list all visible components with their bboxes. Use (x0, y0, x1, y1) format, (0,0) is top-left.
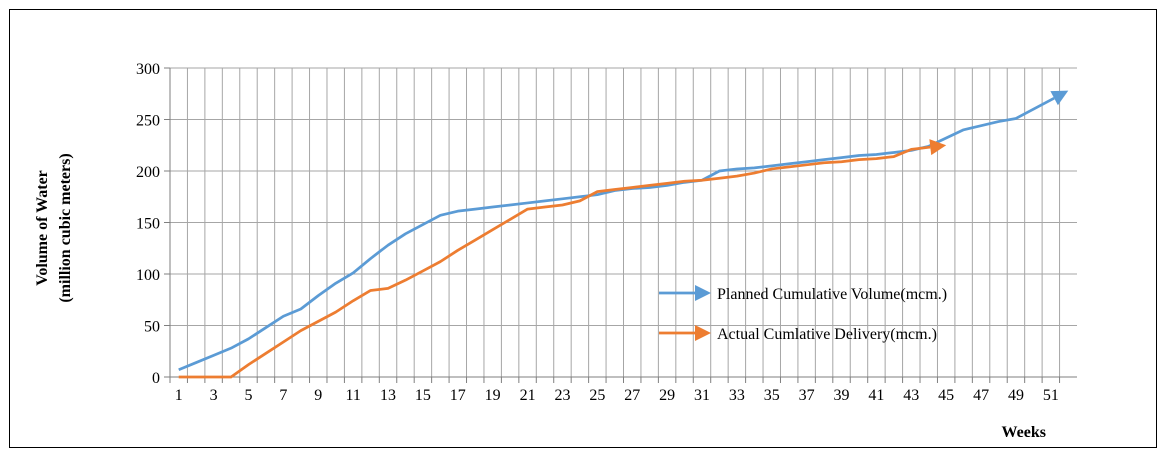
legend-entry-1: Planned Cumulative Volume(mcm.) (659, 285, 947, 303)
x-tick-label: 49 (1008, 387, 1024, 404)
y-axis-label-line2: (million cubic meters) (57, 153, 74, 302)
x-tick-label: 17 (450, 387, 466, 404)
x-tick-label: 31 (694, 387, 710, 404)
x-tick-label: 1 (175, 387, 183, 404)
y-axis-label-line1: Volume of Water (34, 170, 51, 286)
legend-label-2: Actual Cumlative Delivery(mcm.) (717, 326, 937, 343)
y-tick-label: 50 (144, 319, 160, 336)
x-tick-label: 23 (554, 387, 570, 404)
x-tick-label: 33 (729, 387, 745, 404)
x-tick-labels: 1 3 5 7 9 11 13 15 17 19 21 23 25 27 29 31 33 35 37 39 41 43 4… (175, 387, 1059, 404)
series-lines (178, 90, 1069, 379)
y-tick-labels: 0 50 100 150 200 250 300 (136, 61, 160, 387)
x-tick-label: 9 (314, 387, 322, 404)
x-tick-label: 5 (244, 387, 252, 404)
y-tick-label: 300 (136, 61, 160, 78)
y-tick-label: 200 (136, 164, 160, 181)
x-tick-label: 41 (868, 387, 884, 404)
x-tick-label: 39 (834, 387, 850, 404)
legend-label-1: Planned Cumulative Volume(mcm.) (717, 286, 947, 303)
legend-arrow-2 (695, 325, 711, 341)
series-2-group (178, 139, 947, 379)
x-tick-label: 37 (799, 387, 815, 404)
x-tick-label: 21 (520, 387, 536, 404)
x-tick-label: 25 (589, 387, 605, 404)
y-tick-label: 150 (136, 216, 160, 233)
x-tick-label: 51 (1043, 387, 1059, 404)
y-tick-label: 250 (136, 113, 160, 130)
legend-entry-2: Actual Cumlative Delivery(mcm.) (659, 325, 937, 343)
x-tick-label: 19 (485, 387, 501, 404)
y-tick-label: 100 (136, 267, 160, 284)
legend: Planned Cumulative Volume(mcm.) Actual Cu… (659, 285, 947, 343)
x-tick-label: 11 (345, 387, 360, 404)
x-axis-label: Weeks (1002, 424, 1046, 441)
x-tick-label: 13 (380, 387, 396, 404)
series-1-arrowhead (1050, 90, 1069, 106)
x-tick-label: 29 (659, 387, 675, 404)
x-tick-label: 43 (903, 387, 919, 404)
legend-arrow-1 (695, 285, 711, 301)
y-tick-label: 0 (152, 370, 160, 387)
series-2-line (178, 145, 931, 379)
x-tick-label: 15 (415, 387, 431, 404)
x-tick-label: 35 (764, 387, 780, 404)
chart-border (9, 9, 1157, 448)
x-tick-label: 7 (279, 387, 287, 404)
gridlines (169, 67, 1077, 378)
x-tick-label: 47 (973, 387, 989, 404)
series-2-arrowhead (929, 139, 947, 156)
x-tick-label: 45 (938, 387, 954, 404)
x-tick-label: 3 (210, 387, 218, 404)
axes (164, 67, 1077, 383)
x-tick-label: 27 (624, 387, 640, 404)
